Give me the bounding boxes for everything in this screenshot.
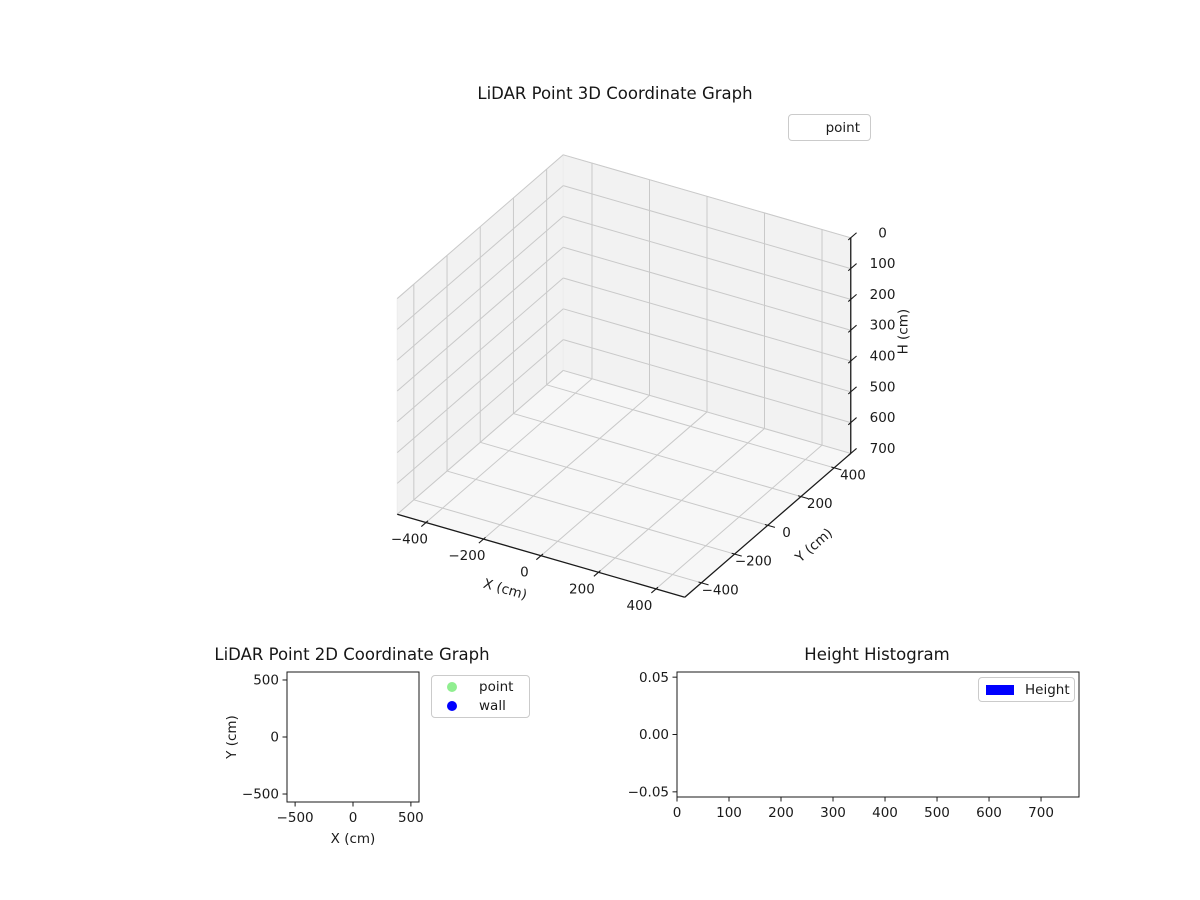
svg-text:0: 0	[349, 810, 358, 826]
plot2d-legend: point wall	[431, 675, 530, 718]
svg-text:500: 500	[253, 673, 279, 689]
svg-text:0.00: 0.00	[639, 727, 669, 743]
svg-text:−200: −200	[735, 554, 772, 570]
legend-label-height: Height	[1025, 681, 1070, 698]
svg-text:200: 200	[870, 287, 896, 303]
plot3d-legend: point	[788, 114, 871, 141]
svg-text:500: 500	[398, 810, 424, 826]
svg-text:100: 100	[716, 805, 742, 821]
point-marker-icon	[447, 682, 457, 692]
svg-text:700: 700	[870, 441, 896, 457]
svg-text:0: 0	[878, 225, 887, 241]
svg-text:400: 400	[872, 805, 898, 821]
svg-text:−200: −200	[448, 548, 485, 564]
svg-text:500: 500	[870, 379, 896, 395]
svg-text:400: 400	[840, 467, 866, 483]
plot3d-axes: −400 −200 0 200 400 −400 −200 0 200 400 0 100 200 300…	[391, 153, 912, 614]
wall-marker-icon	[447, 701, 457, 711]
svg-text:−0.05: −0.05	[628, 785, 669, 801]
plot2d-axes: −500 0 500 500 0 −500 X (cm) Y (cm)	[224, 671, 424, 847]
svg-text:600: 600	[976, 805, 1002, 821]
histogram-title: Height Histogram	[804, 645, 950, 664]
svg-text:400: 400	[627, 598, 653, 614]
svg-text:Y (cm): Y (cm)	[792, 525, 836, 566]
svg-text:Y (cm): Y (cm)	[224, 715, 240, 760]
svg-text:200: 200	[768, 805, 794, 821]
svg-text:200: 200	[569, 581, 595, 597]
svg-text:500: 500	[924, 805, 950, 821]
legend-label-wall: wall	[479, 698, 506, 714]
svg-text:700: 700	[1028, 805, 1054, 821]
svg-text:600: 600	[870, 410, 896, 426]
svg-text:−400: −400	[391, 532, 428, 548]
empty-marker-icon	[794, 123, 804, 133]
svg-text:X (cm): X (cm)	[331, 831, 376, 847]
legend-entry-height: Height	[979, 682, 1070, 698]
svg-text:300: 300	[870, 318, 896, 334]
svg-text:100: 100	[870, 256, 896, 272]
svg-text:400: 400	[870, 348, 896, 364]
legend-entry-wall: wall	[432, 698, 529, 714]
svg-text:−500: −500	[277, 810, 314, 826]
svg-text:200: 200	[807, 496, 833, 512]
plot3d-title: LiDAR Point 3D Coordinate Graph	[477, 84, 753, 103]
svg-text:H (cm): H (cm)	[896, 309, 912, 355]
height-swatch-icon	[986, 684, 1014, 695]
svg-text:0.05: 0.05	[639, 670, 669, 686]
svg-text:0: 0	[673, 805, 682, 821]
svg-text:0: 0	[270, 730, 279, 746]
svg-text:0: 0	[782, 525, 791, 541]
legend-entry-point: point	[432, 679, 529, 695]
plot3d-grid	[396, 154, 851, 590]
svg-text:−400: −400	[702, 582, 739, 598]
svg-text:−500: −500	[242, 787, 279, 803]
legend-label-point-3d: point	[825, 119, 860, 136]
histogram-legend: Height	[978, 677, 1075, 702]
plot2d-title: LiDAR Point 2D Coordinate Graph	[214, 645, 490, 664]
legend-label-point: point	[479, 679, 514, 695]
svg-text:0: 0	[520, 565, 529, 581]
svg-text:300: 300	[820, 805, 846, 821]
plot3d-ticks: −400 −200 0 200 400 −400 −200 0 200 400 0 100 200 300…	[391, 225, 896, 614]
